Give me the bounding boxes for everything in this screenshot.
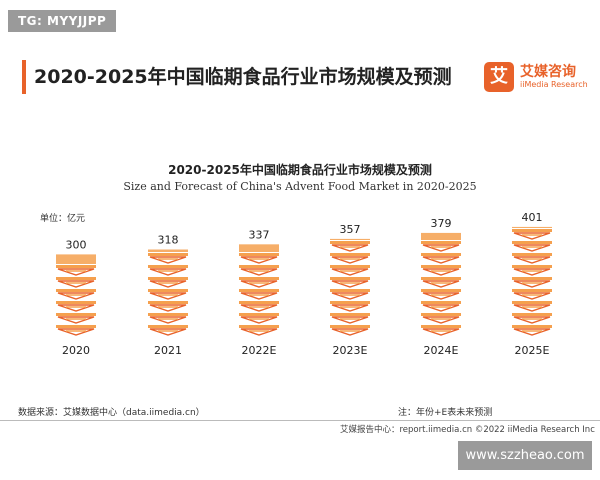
bar	[512, 226, 552, 336]
data-label: 337	[249, 228, 270, 241]
logo-name-en: iiMedia Research	[520, 80, 588, 89]
bar	[56, 254, 96, 336]
page-title: 2020-2025年中国临期食品行业市场规模及预测	[34, 66, 452, 88]
footer-divider	[0, 420, 600, 421]
data-label: 401	[522, 211, 543, 224]
chart-title: 2020-2025年中国临期食品行业市场规模及预测	[168, 163, 432, 177]
category-label: 2021	[154, 344, 182, 357]
category-label: 2024E	[424, 344, 459, 357]
category-label: 2025E	[515, 344, 550, 357]
data-label: 318	[158, 234, 179, 247]
category-label: 2020	[62, 344, 90, 357]
report-credit: 艾媒报告中心：report.iimedia.cn ©2022 iiMedia R…	[340, 425, 595, 435]
unit-label: 单位：亿元	[40, 214, 86, 224]
watermark-badge: TG: MYYJJPP	[8, 10, 117, 32]
bar	[330, 238, 370, 336]
data-label: 357	[340, 223, 361, 236]
bar	[239, 244, 279, 336]
chart-note: 注：年份+E表未来预测	[398, 408, 493, 418]
data-source: 数据来源：艾媒数据中心（data.iimedia.cn）	[18, 408, 205, 418]
brand-logo: 艾 艾媒咨询 iiMedia Research	[484, 60, 594, 94]
data-label: 379	[431, 217, 452, 230]
category-label: 2023E	[333, 344, 368, 357]
category-label: 2022E	[242, 344, 277, 357]
bar-chart: 300 2020 318 2021 337 2022E 357 2023E 379 2024E 40…	[56, 211, 552, 357]
chart-subtitle: Size and Forecast of China's Advent Food…	[123, 180, 477, 193]
watermark-site: www.szzheao.com	[458, 441, 592, 470]
logo-icon: 艾	[484, 62, 514, 92]
title-accent-bar	[22, 60, 26, 94]
bar	[148, 249, 188, 336]
data-label: 300	[66, 238, 87, 251]
logo-name-cn: 艾媒咨询	[520, 64, 576, 80]
bar	[421, 232, 461, 336]
